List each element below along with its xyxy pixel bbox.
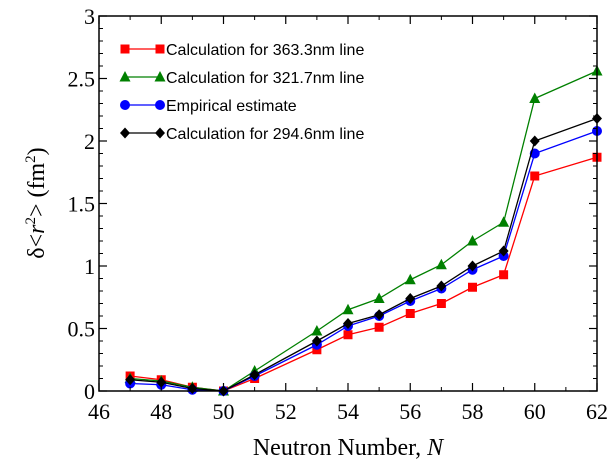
legend-label: Calculation for 294.6nm line xyxy=(166,126,364,143)
data-point xyxy=(468,282,477,292)
data-point xyxy=(343,330,353,340)
y-axis-title-mid: > (fm xyxy=(24,162,50,217)
data-point xyxy=(467,260,478,272)
y-axis-title: δ<r2> (fm2) xyxy=(23,147,50,258)
y-tick-label: 2.5 xyxy=(68,67,96,92)
x-axis-title-symbol: N xyxy=(426,435,445,461)
legend-marker xyxy=(155,100,165,110)
data-point xyxy=(467,235,478,246)
data-point xyxy=(405,309,415,318)
legend-item: Calculation for 294.6nm line xyxy=(120,126,364,143)
data-point xyxy=(498,245,509,257)
data-point xyxy=(529,92,541,103)
legend-item: Calculation for 321.7nm line xyxy=(119,70,364,87)
legend-marker xyxy=(119,71,131,82)
x-axis-title-text: Neutron Number, xyxy=(253,435,427,461)
y-tick-label: 2 xyxy=(84,129,95,154)
legend: Calculation for 363.3nm line Calculation … xyxy=(119,42,364,143)
x-tick-label: 54 xyxy=(337,399,359,424)
data-point xyxy=(405,293,416,304)
legend-marker xyxy=(120,100,130,110)
y-tick-label: 0.5 xyxy=(68,317,96,342)
x-tick-label: 52 xyxy=(275,399,297,424)
data-point xyxy=(530,171,540,181)
data-point xyxy=(373,292,385,303)
data-point xyxy=(529,135,540,147)
legend-label: Empirical estimate xyxy=(166,98,297,115)
data-point xyxy=(404,273,416,285)
legend-label: Calculation for 321.7nm line xyxy=(166,70,364,87)
x-tick-label: 62 xyxy=(586,399,607,424)
y-axis-title-var: r xyxy=(24,224,50,234)
y-axis-title-prefix: δ< xyxy=(24,234,50,259)
x-tick-label: 48 xyxy=(150,399,172,424)
x-tick-label: 56 xyxy=(399,399,421,424)
x-tick-label: 50 xyxy=(213,399,235,424)
data-point xyxy=(311,335,322,347)
legend-marker xyxy=(155,127,165,139)
series-line xyxy=(130,130,598,392)
data-point xyxy=(249,369,260,381)
y-axis-title-suffix: ) xyxy=(24,147,50,155)
legend-marker xyxy=(155,44,165,54)
data-point xyxy=(435,258,447,270)
y-tick-label: 1.5 xyxy=(68,192,96,217)
legend-marker xyxy=(120,127,130,139)
x-tick-label: 60 xyxy=(524,399,546,424)
y-tick-label: 3 xyxy=(84,4,95,29)
legend-label: Calculation for 363.3nm line xyxy=(166,42,364,59)
y-tick-label: 0 xyxy=(84,379,95,404)
legend-item: Calculation for 363.3nm line xyxy=(120,42,364,59)
x-axis-title: Neutron Number, N xyxy=(253,435,445,461)
data-point xyxy=(343,318,353,329)
data-point xyxy=(125,374,136,386)
data-point xyxy=(436,280,447,292)
x-tick-label: 58 xyxy=(462,399,484,424)
data-point xyxy=(311,325,323,336)
data-point xyxy=(436,299,446,308)
data-point xyxy=(342,303,354,315)
y-axis-title-exp2: 2 xyxy=(23,155,39,163)
y-tick-label: 1 xyxy=(84,254,95,279)
legend-item: Empirical estimate xyxy=(120,98,297,115)
series-line xyxy=(130,117,598,392)
legend-marker xyxy=(120,44,130,54)
series-diamond xyxy=(125,113,602,397)
data-point xyxy=(156,376,167,388)
series-line xyxy=(130,70,598,392)
data-point xyxy=(498,216,510,227)
y-axis-title-exp: 2 xyxy=(23,217,39,225)
data-point xyxy=(374,309,385,321)
x-tick-label: 46 xyxy=(88,399,110,424)
data-point xyxy=(499,270,509,280)
ticks-layer: 46 48 50 52 54 56 58 60 62 0 0.5 1 1.5 2 2.5 3 xyxy=(68,4,607,424)
legend-marker xyxy=(154,71,166,82)
data-point xyxy=(374,322,384,332)
